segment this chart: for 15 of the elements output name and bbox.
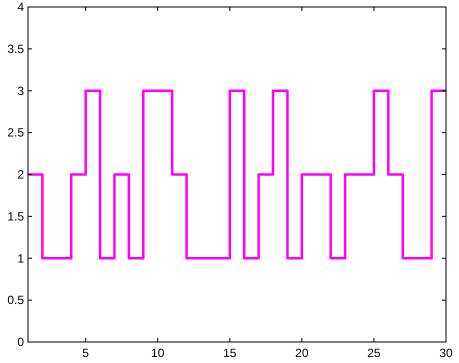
y-tick-label: 1: [17, 251, 24, 266]
x-tick-label: 15: [223, 346, 237, 360]
x-tick-label: 30: [439, 346, 453, 360]
x-tick-label: 10: [151, 346, 165, 360]
y-tick-label: 0.5: [7, 293, 24, 308]
x-tick-label: 20: [295, 346, 309, 360]
y-tick-label: 2.5: [7, 126, 24, 140]
y-tick-label: 2: [17, 168, 24, 182]
y-tick-label: 0: [17, 335, 24, 349]
y-tick-label: 3.5: [7, 42, 24, 56]
x-tick-label: 25: [367, 346, 381, 360]
y-tick-label: 3: [17, 84, 24, 98]
y-tick-label: 4: [17, 0, 24, 14]
x-tick-label: 5: [82, 346, 90, 360]
y-tick-label: 1.5: [7, 209, 24, 224]
